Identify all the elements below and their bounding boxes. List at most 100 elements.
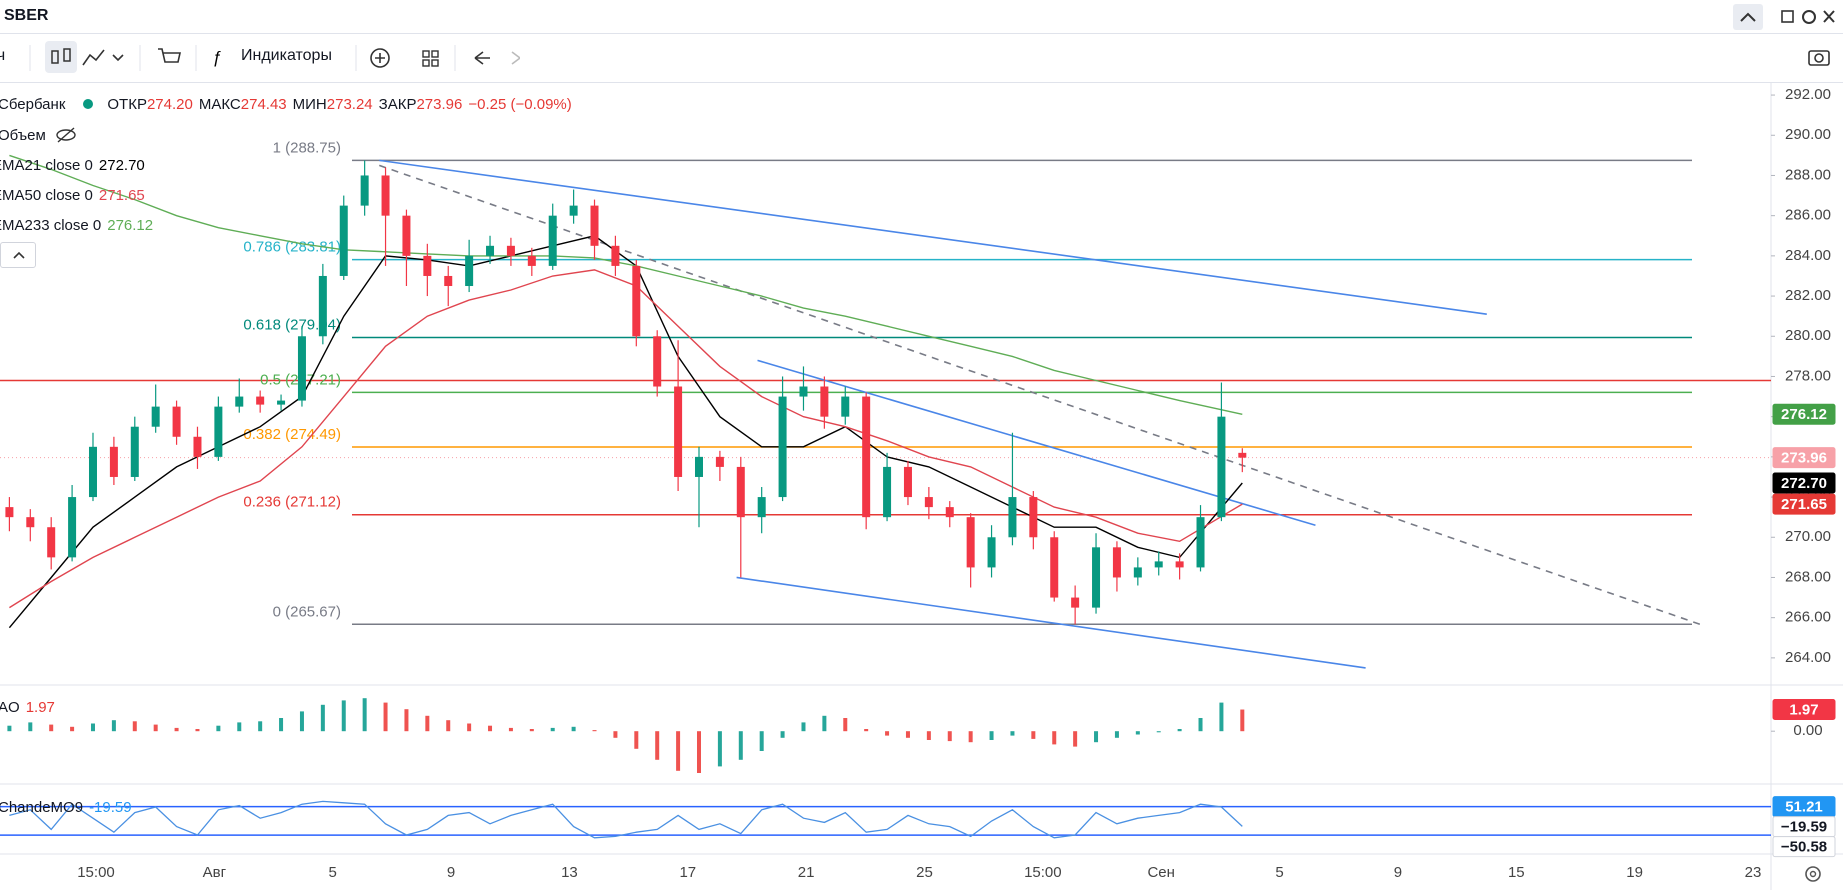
ao-bar — [258, 721, 263, 732]
ema-legend-row: EMA233 close 0 276.12 — [0, 213, 153, 237]
fib-label: 1 (288.75) — [273, 139, 341, 156]
status-dot — [83, 99, 94, 109]
x-tick-label: Авг — [203, 864, 227, 881]
redo-button[interactable] — [511, 51, 520, 65]
collapse-button[interactable] — [1733, 4, 1763, 30]
price-tag — [1772, 447, 1836, 469]
undo-button[interactable] — [474, 51, 490, 65]
cmo-line — [9, 800, 1243, 839]
interval-button[interactable]: 4ч — [0, 47, 6, 64]
header: SBER — [0, 0, 1843, 34]
ao-bar — [780, 731, 785, 738]
candle-body — [1071, 597, 1080, 608]
candle-body — [68, 497, 77, 558]
cart-button[interactable] — [158, 48, 181, 63]
x-tick-label: 9 — [447, 864, 455, 881]
x-tick-label: Сен — [1147, 864, 1174, 881]
ema-name: EMA50 close 0 — [0, 186, 93, 204]
candle-body — [820, 386, 829, 417]
candle-body — [1238, 452, 1247, 458]
eye — [56, 129, 76, 141]
candle-body — [862, 396, 871, 518]
settings-button[interactable] — [1802, 10, 1816, 24]
ao-bar — [1052, 731, 1057, 745]
candle-body — [151, 406, 160, 427]
ao-bar — [550, 727, 555, 732]
candle-body — [1008, 497, 1017, 538]
indicators-button[interactable]: Индикаторы — [241, 47, 332, 64]
chevron — [1740, 12, 1756, 22]
x-tick-label: 15 — [1508, 864, 1525, 881]
ao-bar — [299, 711, 304, 732]
candle-body — [318, 275, 327, 337]
price-tag-label: −19.59 — [1781, 819, 1827, 836]
ao-bar — [111, 720, 116, 732]
ao-bar — [195, 729, 200, 732]
cmo-name: ChandeMO9 — [0, 798, 84, 816]
fib-label: 0.618 (279.94) — [243, 316, 341, 333]
candle-body — [1092, 547, 1101, 608]
ao-bar — [467, 723, 472, 732]
close-button[interactable] — [1823, 10, 1835, 23]
candles-button[interactable] — [45, 41, 77, 73]
ao-bar — [655, 731, 660, 760]
restore-button[interactable] — [1781, 10, 1794, 23]
ao-bar — [947, 731, 952, 742]
add-button[interactable] — [370, 48, 390, 68]
fx-icon: ƒ — [212, 47, 221, 66]
camera-lens — [1814, 53, 1824, 63]
ema-name: EMA21 close 0 — [0, 156, 93, 174]
price-tag — [1772, 493, 1836, 515]
legend-toggle[interactable] — [0, 242, 36, 268]
candle-body — [506, 245, 515, 256]
x-tick-label: 5 — [329, 864, 337, 881]
legend-main: Сбербанк ОТКР 274.20 МАКС 274.43 МИН 273… — [0, 92, 572, 116]
ao-bar — [885, 731, 890, 736]
ao-bar — [153, 724, 158, 732]
candle-body — [486, 245, 495, 256]
candle-body — [715, 456, 724, 467]
ao-bar — [446, 720, 451, 732]
hidden-icon[interactable] — [54, 125, 80, 145]
candle-body — [945, 507, 954, 518]
trendline — [379, 164, 1701, 626]
ao-bar — [1114, 731, 1119, 738]
candle-body — [1175, 561, 1184, 568]
ema-value: 272.70 — [98, 156, 145, 174]
y-tick-label: 266.00 — [1785, 609, 1831, 626]
x-tick-label: 5 — [1275, 864, 1283, 881]
layout-button[interactable] — [422, 50, 430, 58]
price-tag — [1772, 472, 1836, 494]
candle-body — [381, 175, 390, 216]
price-tag-label: 273.96 — [1781, 450, 1827, 467]
candle-body — [444, 275, 453, 287]
ao-bar — [1094, 731, 1099, 743]
layout-cell — [422, 59, 430, 67]
ao-bar — [174, 727, 179, 732]
cmo-legend: ChandeMO9 -19.59 — [0, 795, 132, 819]
ao-bar — [49, 724, 54, 732]
ao-bar — [529, 729, 534, 732]
candle-body — [1029, 497, 1038, 538]
settings-icon[interactable] — [1805, 866, 1821, 882]
trendline — [379, 159, 1487, 315]
candle-body — [47, 527, 56, 558]
candle-body — [883, 466, 892, 518]
camera[interactable] — [1805, 33, 1835, 82]
y-tick-label: 292.00 — [1785, 86, 1831, 103]
ao-bar — [7, 725, 12, 732]
ao-bar — [759, 731, 764, 751]
candle-body — [924, 497, 933, 508]
legend-toggle-icon — [13, 251, 25, 259]
ao-bar — [1156, 731, 1161, 733]
candle-body — [1133, 567, 1142, 578]
candle-body — [736, 466, 745, 518]
change-value: −0.25 (−0.09%) — [468, 95, 572, 113]
candle-body — [402, 215, 411, 256]
ao-bar — [592, 730, 597, 732]
candle-body — [193, 436, 202, 457]
chart-type-dropdown[interactable] — [112, 54, 124, 62]
area-button[interactable] — [82, 49, 105, 66]
price-tag-label: 272.70 — [1781, 475, 1827, 492]
ema-line — [9, 269, 1243, 609]
